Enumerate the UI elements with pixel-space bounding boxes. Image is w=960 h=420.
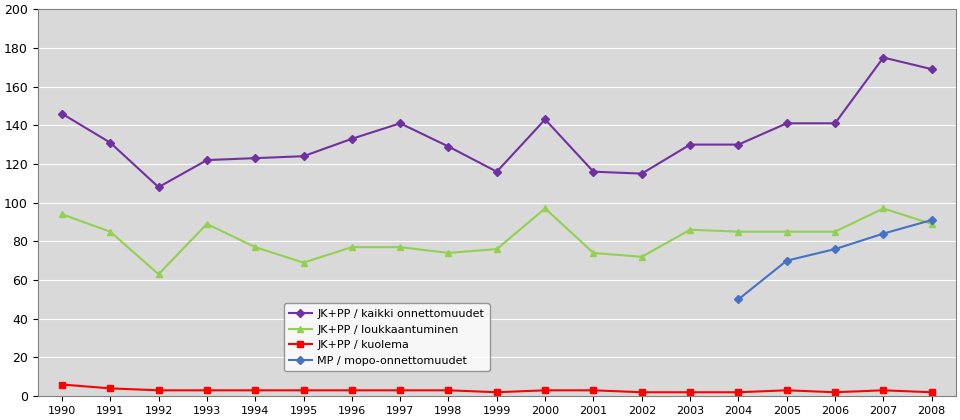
JK+PP / kuolema — [684, 390, 696, 395]
JK+PP / loukkaantuminen — [588, 250, 599, 255]
MP / mopo-onnettomuudet — [829, 247, 841, 252]
JK+PP / kaikki onnettomuudet — [347, 136, 358, 141]
JK+PP / kaikki onnettomuudet — [105, 140, 116, 145]
JK+PP / kaikki onnettomuudet — [829, 121, 841, 126]
JK+PP / kuolema — [395, 388, 406, 393]
JK+PP / kuolema — [540, 388, 551, 393]
JK+PP / loukkaantuminen — [540, 206, 551, 211]
JK+PP / loukkaantuminen — [780, 229, 792, 234]
MP / mopo-onnettomuudet — [780, 258, 792, 263]
JK+PP / kaikki onnettomuudet — [732, 142, 744, 147]
JK+PP / loukkaantuminen — [347, 244, 358, 249]
JK+PP / kuolema — [443, 388, 454, 393]
JK+PP / kaikki onnettomuudet — [202, 158, 213, 163]
MP / mopo-onnettomuudet — [877, 231, 889, 236]
JK+PP / loukkaantuminen — [925, 221, 937, 226]
JK+PP / loukkaantuminen — [491, 247, 502, 252]
JK+PP / kaikki onnettomuudet — [443, 144, 454, 149]
MP / mopo-onnettomuudet — [925, 218, 937, 223]
JK+PP / kaikki onnettomuudet — [250, 156, 261, 161]
JK+PP / kaikki onnettomuudet — [636, 171, 647, 176]
Line: JK+PP / loukkaantuminen: JK+PP / loukkaantuminen — [59, 205, 935, 278]
JK+PP / kuolema — [153, 388, 164, 393]
JK+PP / kuolema — [732, 390, 744, 395]
JK+PP / kaikki onnettomuudet — [298, 154, 309, 159]
JK+PP / kuolema — [925, 390, 937, 395]
JK+PP / kaikki onnettomuudet — [780, 121, 792, 126]
JK+PP / loukkaantuminen — [395, 244, 406, 249]
MP / mopo-onnettomuudet — [732, 297, 744, 302]
JK+PP / kaikki onnettomuudet — [588, 169, 599, 174]
JK+PP / loukkaantuminen — [105, 229, 116, 234]
JK+PP / loukkaantuminen — [202, 221, 213, 226]
Line: JK+PP / kaikki onnettomuudet: JK+PP / kaikki onnettomuudet — [60, 55, 934, 190]
JK+PP / kuolema — [636, 390, 647, 395]
JK+PP / kuolema — [250, 388, 261, 393]
JK+PP / kaikki onnettomuudet — [925, 67, 937, 72]
JK+PP / loukkaantuminen — [877, 206, 889, 211]
JK+PP / loukkaantuminen — [732, 229, 744, 234]
JK+PP / kaikki onnettomuudet — [540, 117, 551, 122]
JK+PP / kuolema — [588, 388, 599, 393]
JK+PP / kuolema — [780, 388, 792, 393]
JK+PP / loukkaantuminen — [153, 272, 164, 277]
JK+PP / kuolema — [347, 388, 358, 393]
JK+PP / kuolema — [877, 388, 889, 393]
JK+PP / loukkaantuminen — [298, 260, 309, 265]
JK+PP / loukkaantuminen — [829, 229, 841, 234]
JK+PP / kaikki onnettomuudet — [153, 185, 164, 190]
JK+PP / kuolema — [298, 388, 309, 393]
JK+PP / kuolema — [57, 382, 68, 387]
JK+PP / kaikki onnettomuudet — [491, 169, 502, 174]
JK+PP / loukkaantuminen — [443, 250, 454, 255]
JK+PP / kuolema — [491, 390, 502, 395]
JK+PP / kaikki onnettomuudet — [395, 121, 406, 126]
JK+PP / kuolema — [202, 388, 213, 393]
JK+PP / loukkaantuminen — [57, 212, 68, 217]
JK+PP / kaikki onnettomuudet — [684, 142, 696, 147]
JK+PP / kaikki onnettomuudet — [57, 111, 68, 116]
Line: JK+PP / kuolema: JK+PP / kuolema — [60, 382, 934, 395]
JK+PP / loukkaantuminen — [636, 254, 647, 259]
JK+PP / kuolema — [105, 386, 116, 391]
Line: MP / mopo-onnettomuudet: MP / mopo-onnettomuudet — [735, 217, 934, 302]
JK+PP / kuolema — [829, 390, 841, 395]
Legend: JK+PP / kaikki onnettomuudet, JK+PP / loukkaantuminen, JK+PP / kuolema, MP / mop: JK+PP / kaikki onnettomuudet, JK+PP / lo… — [284, 303, 490, 371]
JK+PP / loukkaantuminen — [684, 227, 696, 232]
JK+PP / loukkaantuminen — [250, 244, 261, 249]
JK+PP / kaikki onnettomuudet — [877, 55, 889, 60]
